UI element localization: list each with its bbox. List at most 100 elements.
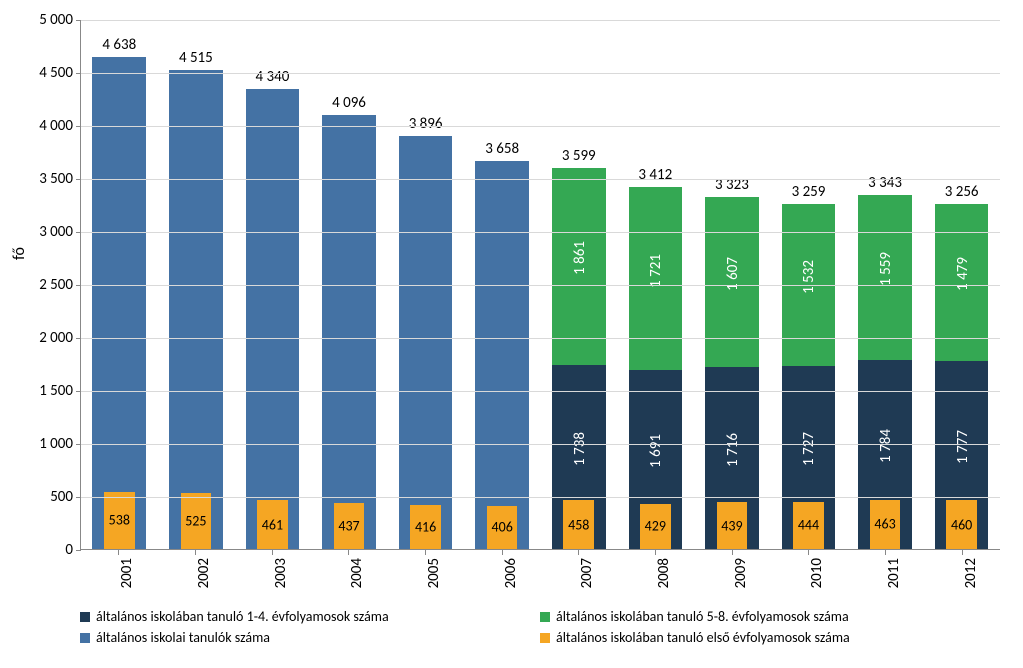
x-tick: 2008 [617, 550, 694, 600]
y-tick-label: 500 [50, 488, 81, 506]
y-tick-label: 3 000 [39, 223, 81, 241]
bar-stack: 4 340 [246, 89, 300, 549]
bar-top-label: 3 599 [552, 147, 606, 165]
bar-top-label: 4 515 [169, 49, 223, 67]
x-tick-mark [272, 550, 273, 555]
bar-slot: 3 323 1 607 1 716 439 [694, 20, 771, 549]
segment-label: 1 559 [877, 252, 895, 286]
y-tick-label: 3 500 [39, 170, 81, 188]
x-tick: 2010 [770, 550, 847, 600]
bar-segment: 1 479 [935, 204, 989, 361]
segment-label: 1 777 [954, 430, 972, 464]
overlay-label: 429 [645, 518, 666, 535]
legend-label: általános iskolai tanulók száma [96, 629, 270, 646]
x-tick: 2009 [693, 550, 770, 600]
legend-item: általános iskolában tanuló 5-8. évfolyam… [540, 608, 1000, 625]
x-tick-label: 2001 [118, 558, 136, 588]
bar-segment: 1 607 [705, 197, 759, 367]
bar-segment [322, 115, 376, 549]
overlay-bar: 538 [104, 492, 135, 549]
x-tick-label: 2010 [808, 558, 826, 588]
y-tick-label: 1 500 [39, 382, 81, 400]
legend-swatch [80, 612, 90, 622]
legend-item: általános iskolai tanulók száma [80, 629, 540, 646]
y-tick-label: 2 500 [39, 276, 81, 294]
overlay-bar: 437 [334, 503, 365, 549]
overlay-label: 460 [951, 516, 972, 533]
segment-label: 1 738 [571, 432, 589, 466]
overlay-label: 439 [721, 517, 742, 534]
overlay-bar: 525 [181, 493, 212, 549]
x-tick: 2001 [80, 550, 157, 600]
x-tick: 2004 [310, 550, 387, 600]
bar-segment: 1 721 [629, 187, 683, 369]
bar-top-label: 3 323 [705, 176, 759, 194]
x-tick-label: 2005 [425, 558, 443, 588]
bar-segment [92, 57, 146, 549]
x-tick-label: 2004 [348, 558, 366, 588]
x-tick-mark [195, 550, 196, 555]
x-tick-mark [118, 550, 119, 555]
overlay-label: 416 [415, 518, 436, 535]
bar-slot: 3 599 1 861 1 738 458 [540, 20, 617, 549]
bar-slot: 3 658406 [464, 20, 541, 549]
x-tick-mark [578, 550, 579, 555]
bars-container: 4 6385384 5155254 3404614 0964373 896416… [81, 20, 1000, 549]
overlay-bar: 460 [946, 500, 977, 549]
segment-label: 1 607 [724, 257, 742, 291]
x-tick-mark [732, 550, 733, 555]
x-tick-mark [885, 550, 886, 555]
bar-slot: 3 3431 5591 784463 [847, 20, 924, 549]
x-tick-mark [962, 550, 963, 555]
x-tick-mark [655, 550, 656, 555]
bar-top-label: 3 259 [782, 183, 836, 201]
bar-top-label: 3 896 [399, 115, 453, 133]
y-tick-label: 1 000 [39, 435, 81, 453]
bar-stack: 3 896 [399, 136, 453, 549]
x-tick: 2012 [923, 550, 1000, 600]
y-tick-label: 5 000 [39, 11, 81, 29]
bar-stack: 3 3231 6071 716 [705, 197, 759, 549]
x-axis: 2001 20022003 2004 2005 2006 2007 2008 2009 2010… [80, 550, 1000, 600]
bar-slot: 4 638538 [81, 20, 158, 549]
overlay-bar: 416 [410, 505, 441, 549]
overlay-bar: 444 [793, 502, 824, 549]
bar-segment [246, 89, 300, 549]
x-tick-label: 2012 [962, 558, 980, 588]
bar-stack: 4 096 [322, 115, 376, 549]
x-tick-label: 2009 [732, 558, 750, 588]
y-tick-label: 2 000 [39, 329, 81, 347]
x-tick-label: 2008 [655, 558, 673, 588]
bar-segment: 1 861 [552, 168, 606, 365]
x-tick: 2003 [233, 550, 310, 600]
bar-stack: 3 2591 5321 727 [782, 204, 836, 549]
overlay-label: 461 [262, 516, 283, 533]
x-tick-mark [808, 550, 809, 555]
bar-slot: 4 096437 [311, 20, 388, 549]
overlay-bar: 439 [717, 502, 748, 549]
bar-top-label: 3 256 [935, 183, 989, 201]
y-tick-label: 0 [65, 541, 81, 559]
overlay-bar: 458 [563, 500, 594, 549]
y-axis-label: fő [10, 247, 29, 260]
bar-slot: 4 515 525 [158, 20, 235, 549]
x-tick: 2002 [157, 550, 234, 600]
bar-stack: 3 5991 8611 738 [552, 168, 606, 549]
y-tick-label: 4 000 [39, 117, 81, 135]
x-tick: 2006 [463, 550, 540, 600]
bar-stack: 3 4121 7211 691 [629, 187, 683, 549]
segment-label: 1 716 [724, 433, 742, 467]
x-tick-mark [425, 550, 426, 555]
x-tick-label: 2006 [502, 558, 520, 588]
bar-slot: 3 256 1 479 1 777 460 [923, 20, 1000, 549]
bar-top-label: 4 096 [322, 94, 376, 112]
legend-label: általános iskolában tanuló 1-4. évfolyam… [96, 608, 389, 625]
bar-top-label: 3 343 [858, 174, 912, 192]
bar-segment [475, 161, 529, 549]
x-tick-label: 2007 [578, 558, 596, 588]
legend-swatch [540, 612, 550, 622]
overlay-label: 525 [185, 513, 206, 530]
overlay-bar: 429 [640, 504, 671, 549]
x-tick-label: 2011 [885, 558, 903, 588]
overlay-label: 538 [109, 512, 130, 529]
